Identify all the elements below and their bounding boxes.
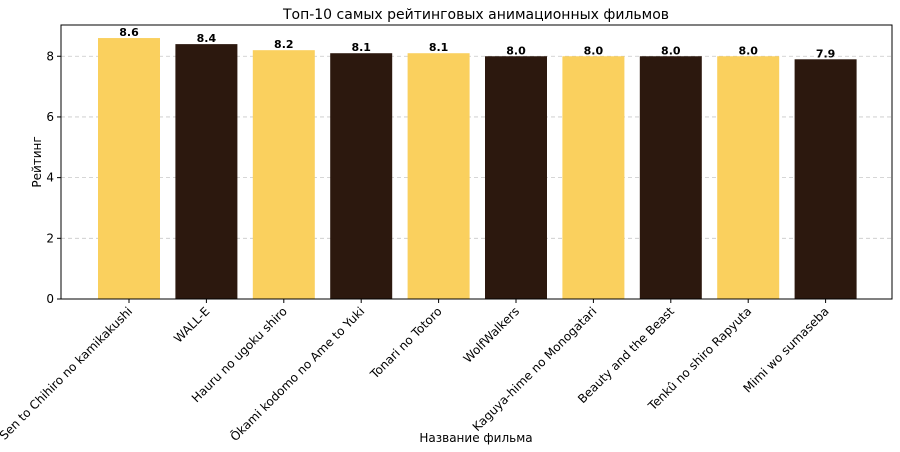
bar: [717, 56, 780, 299]
y-tick-label: 0: [46, 292, 54, 306]
bars: [98, 38, 857, 300]
bar-value-labels: 8.6 8.4 8.2 8.1 8.1 8.0 8.0 8.0 8.0 7.9: [119, 26, 835, 60]
bar-value-label: 8.1: [429, 41, 449, 54]
y-tick-label: 2: [46, 231, 54, 245]
bar: [794, 59, 857, 299]
bar: [639, 56, 702, 299]
bar-value-label: 8.0: [738, 44, 758, 57]
bar-value-label: 8.0: [584, 44, 604, 57]
bar: [98, 38, 160, 300]
y-axis-title: Рейтинг: [30, 136, 44, 187]
bar: [562, 56, 625, 299]
plot-frame: [60, 24, 893, 300]
chart-title: Топ-10 самых рейтинговых анимационных фи…: [282, 7, 669, 23]
y-tick-label: 6: [46, 110, 54, 124]
bar: [252, 50, 315, 300]
bar-value-label: 8.1: [351, 41, 371, 54]
bar: [407, 53, 470, 299]
bar: [175, 44, 238, 300]
bar-value-label: 8.4: [197, 32, 217, 45]
bar-value-label: 7.9: [816, 47, 836, 60]
y-tick-label: 8: [46, 49, 54, 63]
bar-value-label: 8.0: [661, 44, 681, 57]
y-tick-label: 4: [46, 171, 54, 185]
bar-value-label: 8.0: [506, 44, 526, 57]
x-axis-title: Название фильма: [419, 431, 532, 445]
bar-value-label: 8.6: [119, 26, 139, 39]
bar-value-label: 8.2: [274, 38, 294, 51]
bar: [485, 56, 547, 299]
y-axis-ticks: 0 2 4 6 8: [46, 49, 61, 306]
bar: [330, 53, 393, 299]
